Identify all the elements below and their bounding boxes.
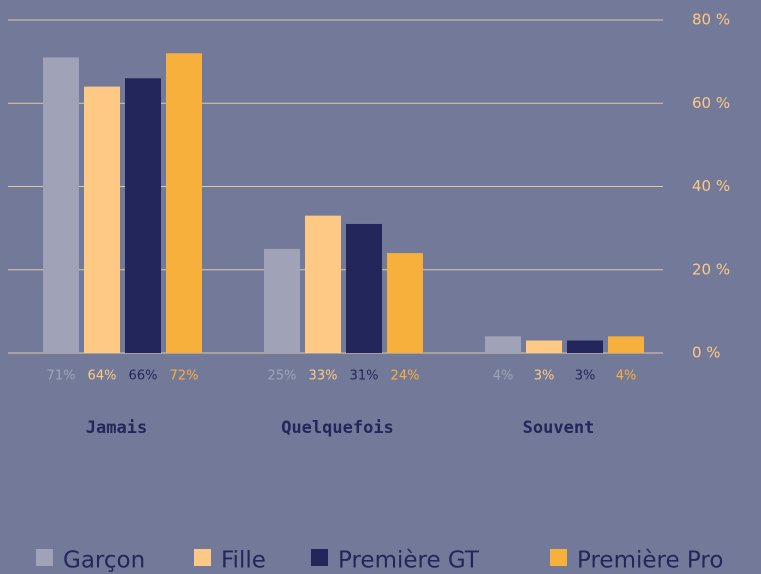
bar [485,336,521,353]
value-label: 64% [88,369,117,384]
value-label: 24% [391,369,420,384]
y-tick-label: 40 % [692,177,730,195]
bar [305,215,341,353]
value-label: 4% [616,369,637,384]
x-tick-label: Souvent [523,418,595,438]
value-label: 3% [575,369,596,384]
y-tick-label: 80 % [692,11,730,29]
value-label: 4% [493,369,514,384]
y-tick-label: 20 % [692,260,730,278]
x-tick-label: Quelquefois [281,418,394,438]
legend-swatch [36,549,53,566]
bar [387,253,423,353]
legend-swatch [194,549,211,566]
value-label: 33% [309,369,338,384]
value-label: 3% [534,369,555,384]
value-label: 25% [268,369,297,384]
legend-label: Garçon [63,548,145,574]
bar [84,86,120,353]
value-label: 31% [350,369,379,384]
bar [567,340,603,353]
bar [608,336,644,353]
x-tick-label: Jamais [86,418,147,438]
bar [264,248,300,353]
legend-label: Première GT [338,548,480,574]
bar [166,53,202,354]
y-tick-label: 0 % [692,344,721,362]
legend-label: Fille [221,548,266,574]
bar [526,340,562,353]
y-tick-label: 60 % [692,94,730,112]
legend-swatch [311,549,328,566]
value-label: 72% [170,369,199,384]
value-label: 71% [47,369,76,384]
legend-label: Première Pro [577,548,723,574]
bar [43,57,79,354]
bar [346,223,382,353]
bar [125,78,161,354]
value-label: 66% [129,369,158,384]
legend-swatch [550,549,567,566]
